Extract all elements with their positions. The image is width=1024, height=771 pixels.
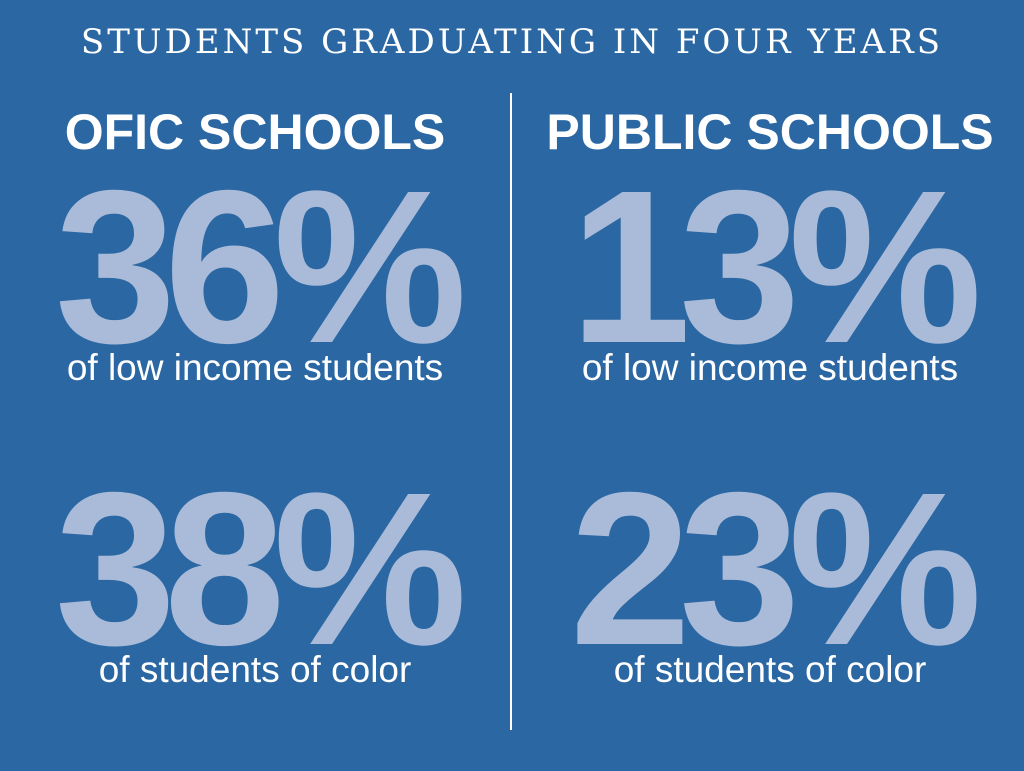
stat-value: 38% <box>54 448 467 691</box>
stat-block: 36% of low income students <box>15 146 495 428</box>
stat-block: 38% of students of color <box>15 448 495 730</box>
column-divider <box>510 93 512 730</box>
stat-label: of low income students <box>66 347 444 388</box>
stat-label: of students of color <box>613 649 927 690</box>
page-title: STUDENTS GRADUATING IN FOUR YEARS <box>80 22 944 62</box>
stat-value: 23% <box>569 448 982 691</box>
ofic-schools-column: OFIC SCHOOLS 36% of low income students … <box>15 0 495 771</box>
stat-block: 13% of low income students <box>530 146 1010 428</box>
public-schools-column: PUBLIC SCHOOLS 13% of low income student… <box>530 0 1010 771</box>
column-heading: OFIC SCHOOLS <box>64 104 446 160</box>
stat-block: 23% of students of color <box>530 448 1010 730</box>
stat-value: 36% <box>54 146 467 389</box>
stat-label: of students of color <box>98 649 412 690</box>
column-heading: PUBLIC SCHOOLS <box>546 104 994 160</box>
stat-label: of low income students <box>581 347 959 388</box>
stat-value: 13% <box>569 146 982 389</box>
